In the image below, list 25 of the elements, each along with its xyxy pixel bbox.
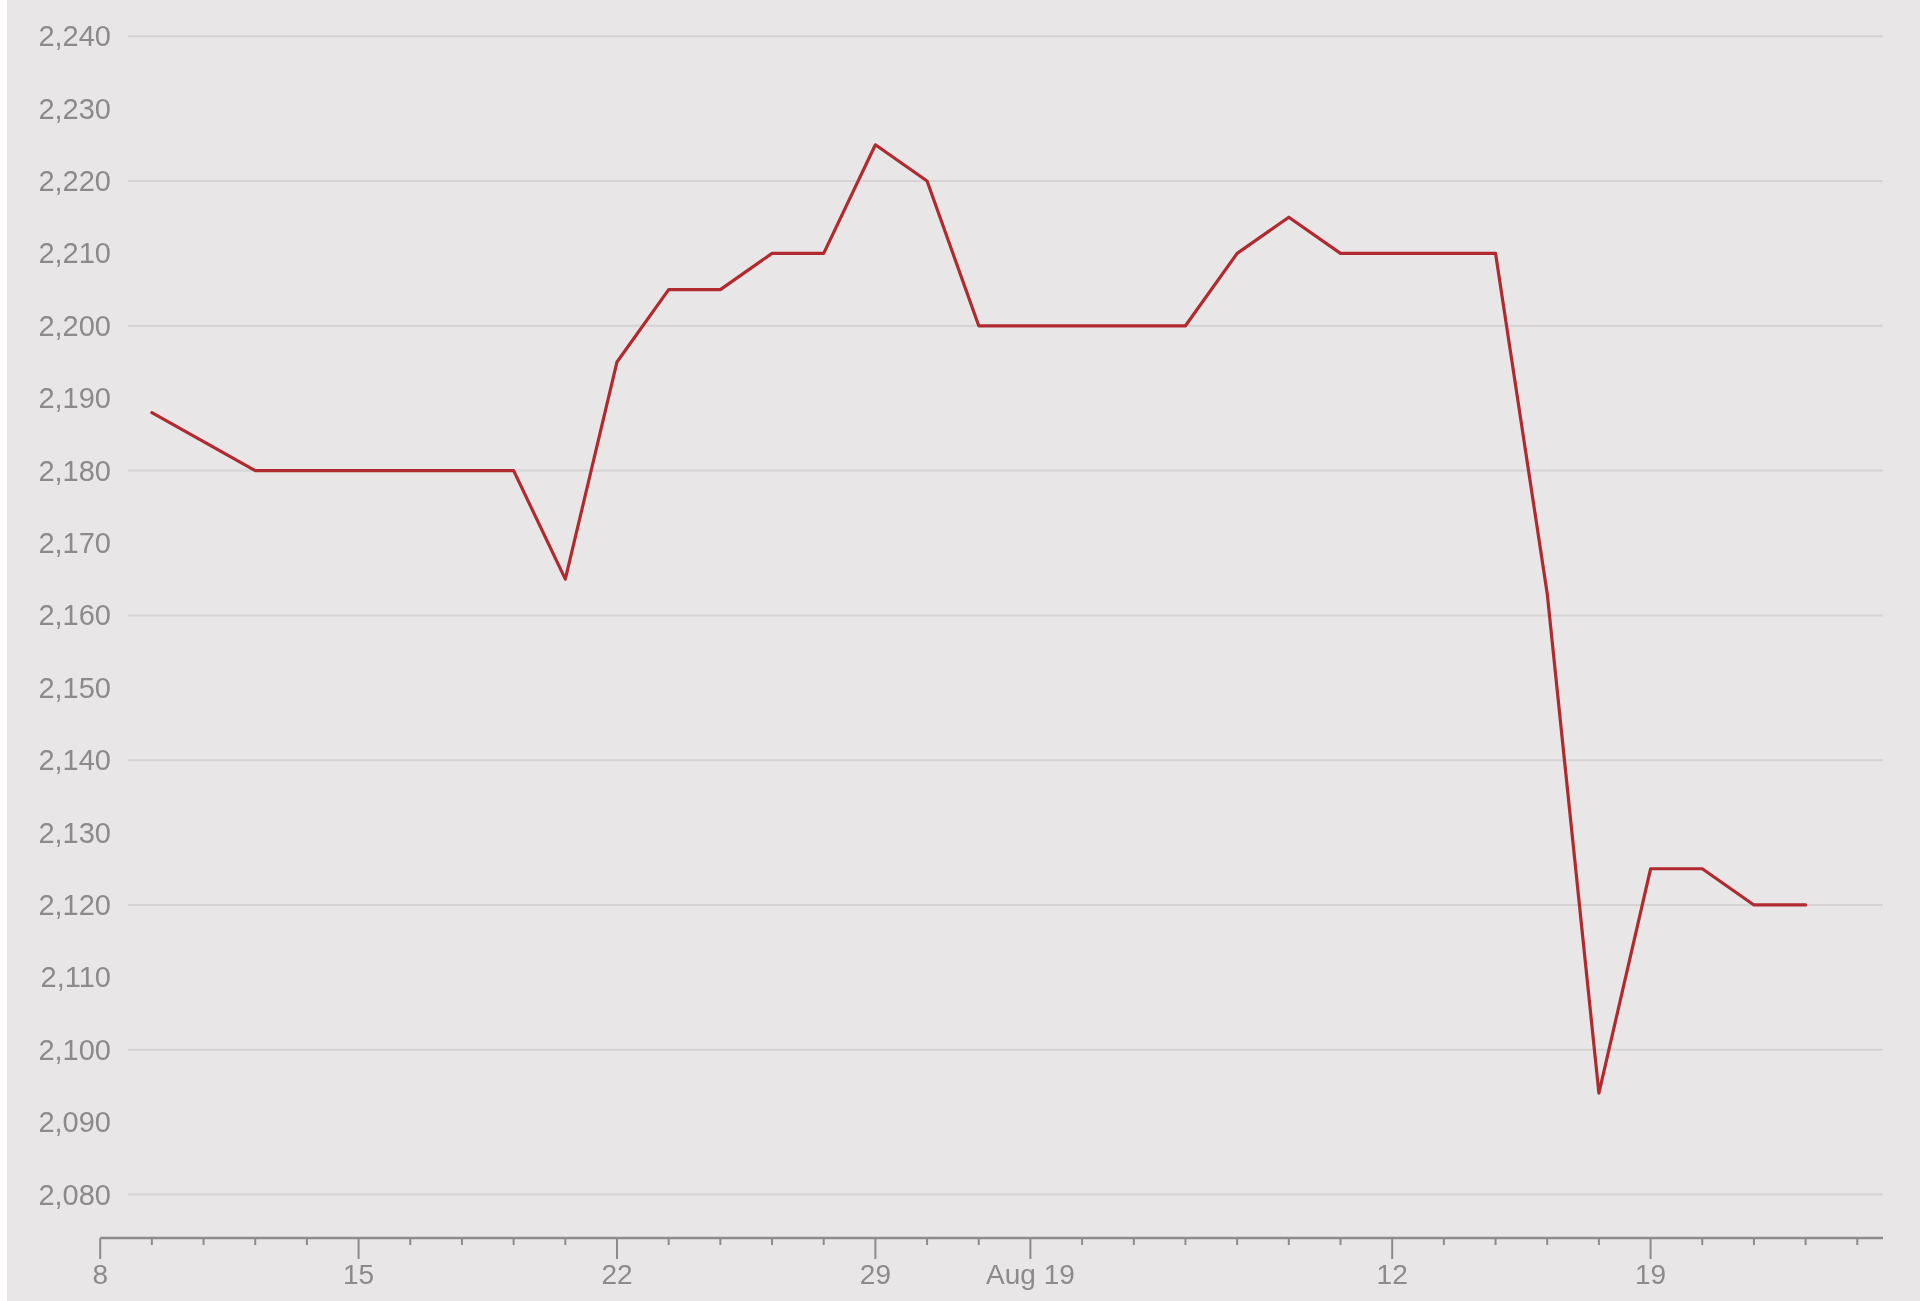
y-tick-label: 2,240 (38, 20, 111, 53)
x-tick-label: 19 (1635, 1259, 1667, 1290)
x-tick-label: Aug 19 (986, 1259, 1075, 1290)
x-tick-label: 29 (859, 1259, 891, 1290)
x-tick-label: 12 (1376, 1259, 1408, 1290)
x-tick-label: 8 (92, 1259, 108, 1290)
y-tick-label: 2,190 (38, 382, 111, 415)
y-tick-label: 2,220 (38, 164, 111, 197)
y-tick-label: 2,160 (38, 599, 111, 632)
y-tick-label: 2,200 (38, 309, 111, 342)
x-tick-label: 22 (601, 1259, 633, 1290)
line-series (150, 143, 1808, 1095)
y-tick-label: 2,230 (38, 92, 111, 125)
y-tick-label: 2,100 (38, 1033, 111, 1066)
y-tick-label: 2,130 (38, 816, 111, 849)
y-tick-label: 2,080 (38, 1178, 111, 1211)
x-tick-label: 15 (343, 1259, 375, 1290)
y-tick-label: 2,180 (38, 454, 111, 487)
y-tick-label: 2,170 (38, 526, 111, 559)
y-tick-label: 2,090 (38, 1106, 111, 1139)
y-tick-label: 2,210 (38, 237, 111, 270)
y-tick-label: 2,120 (38, 888, 111, 921)
y-tick-label: 2,140 (38, 744, 111, 777)
y-tick-label: 2,150 (38, 671, 111, 704)
y-tick-label: 2,110 (40, 961, 111, 994)
